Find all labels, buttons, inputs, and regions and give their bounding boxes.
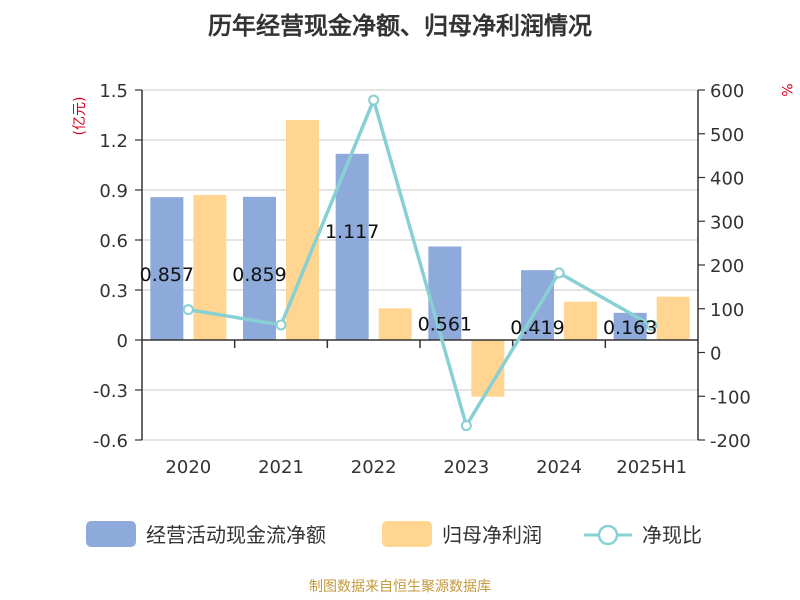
bar-operating-cash-flow: [613, 312, 647, 340]
right-axis-tick-label: -100: [710, 387, 751, 408]
left-axis-tick-label: 1.2: [99, 131, 128, 152]
left-axis-tick-label: 0.6: [99, 231, 128, 252]
x-axis-ticks: 2020 2021 2022 2023 2024 2025H1: [165, 457, 687, 478]
left-axis-unit: (亿元): [72, 97, 88, 136]
right-axis-tick-label: 400: [710, 169, 744, 190]
right-axis-tick-label: 0: [710, 344, 721, 365]
source-note: 制图数据来自恒生聚源数据库: [309, 579, 491, 595]
legend-swatch-ratio-marker: [597, 524, 619, 546]
left-axis-tick-label: -0.3: [93, 381, 128, 402]
left-axis-tick-label: -0.6: [93, 431, 128, 452]
gridlines: [142, 89, 698, 441]
legend-label-operating-cash-flow: 经营活动现金流净额: [146, 523, 326, 547]
ratio-line-series: [182, 94, 658, 432]
left-axis-tick-label: 0: [117, 331, 128, 352]
bar-operating-cash-flow: [335, 153, 369, 340]
data-labels: 0.857 0.859 1.117 0.561 0.419 0.163: [140, 221, 658, 339]
right-axis-tick-label: 600: [710, 81, 744, 102]
right-axis-tick-label: 500: [710, 125, 744, 146]
bar-operating-cash-flow: [428, 246, 462, 340]
data-label-operating-cash-flow: 1.117: [325, 221, 379, 243]
data-label-operating-cash-flow: 0.163: [603, 317, 657, 339]
right-axis-tick-label: 300: [710, 212, 744, 233]
legend-label-net-profit: 归母净利润: [442, 523, 542, 547]
left-axis-tick-label: 0.9: [99, 181, 128, 202]
ratio-line: [188, 98, 653, 428]
x-axis-tick-label: 2024: [536, 457, 582, 478]
bar-net-profit: [378, 308, 412, 340]
chart-title: 历年经营现金净额、归母净利润情况: [208, 12, 592, 40]
x-axis-tick-label: 2022: [351, 457, 397, 478]
left-axis-ticks: -0.6 -0.3 0 0.3 0.6 0.9 1.2 1.5: [93, 81, 142, 452]
data-label-operating-cash-flow: 0.857: [140, 264, 194, 286]
right-axis-ticks: -200 -100 0 100 200 300 400 500 600: [698, 81, 751, 452]
legend-swatch-net-profit: [382, 521, 432, 547]
ratio-point: [460, 420, 472, 432]
ratio-point: [182, 304, 194, 316]
bar-net-profit: [193, 195, 227, 340]
bar-net-profit: [564, 301, 597, 340]
bar-operating-cash-flow: [150, 197, 184, 340]
legend-swatch-operating-cash-flow: [86, 521, 136, 547]
x-axis-tick-label: 2023: [443, 457, 489, 478]
right-axis-tick-label: -200: [710, 431, 751, 452]
right-axis-tick-label: 100: [710, 300, 744, 321]
right-axis-tick-label: 200: [710, 256, 744, 277]
ratio-point: [553, 267, 565, 279]
ratio-point: [275, 319, 287, 331]
legend: 经营活动现金流净额 归母净利润 净现比: [86, 521, 702, 547]
x-axis-tick-label: 2021: [258, 457, 304, 478]
bar-net-profit: [656, 296, 690, 340]
left-axis-tick-label: 1.5: [99, 81, 128, 102]
legend-label-ratio: 净现比: [642, 523, 702, 547]
data-label-operating-cash-flow: 0.859: [232, 264, 286, 286]
right-axis-unit: %: [778, 83, 794, 96]
bar-operating-cash-flow: [243, 196, 276, 340]
x-axis-tick-label: 2020: [165, 457, 211, 478]
ratio-point: [646, 319, 658, 331]
left-axis-tick-label: 0.3: [99, 281, 128, 302]
x-axis-tick-label: 2025H1: [616, 457, 687, 478]
data-label-operating-cash-flow: 0.561: [418, 314, 472, 336]
data-label-operating-cash-flow: 0.419: [510, 317, 564, 339]
bar-net-profit: [286, 120, 319, 340]
ratio-point: [368, 94, 380, 106]
